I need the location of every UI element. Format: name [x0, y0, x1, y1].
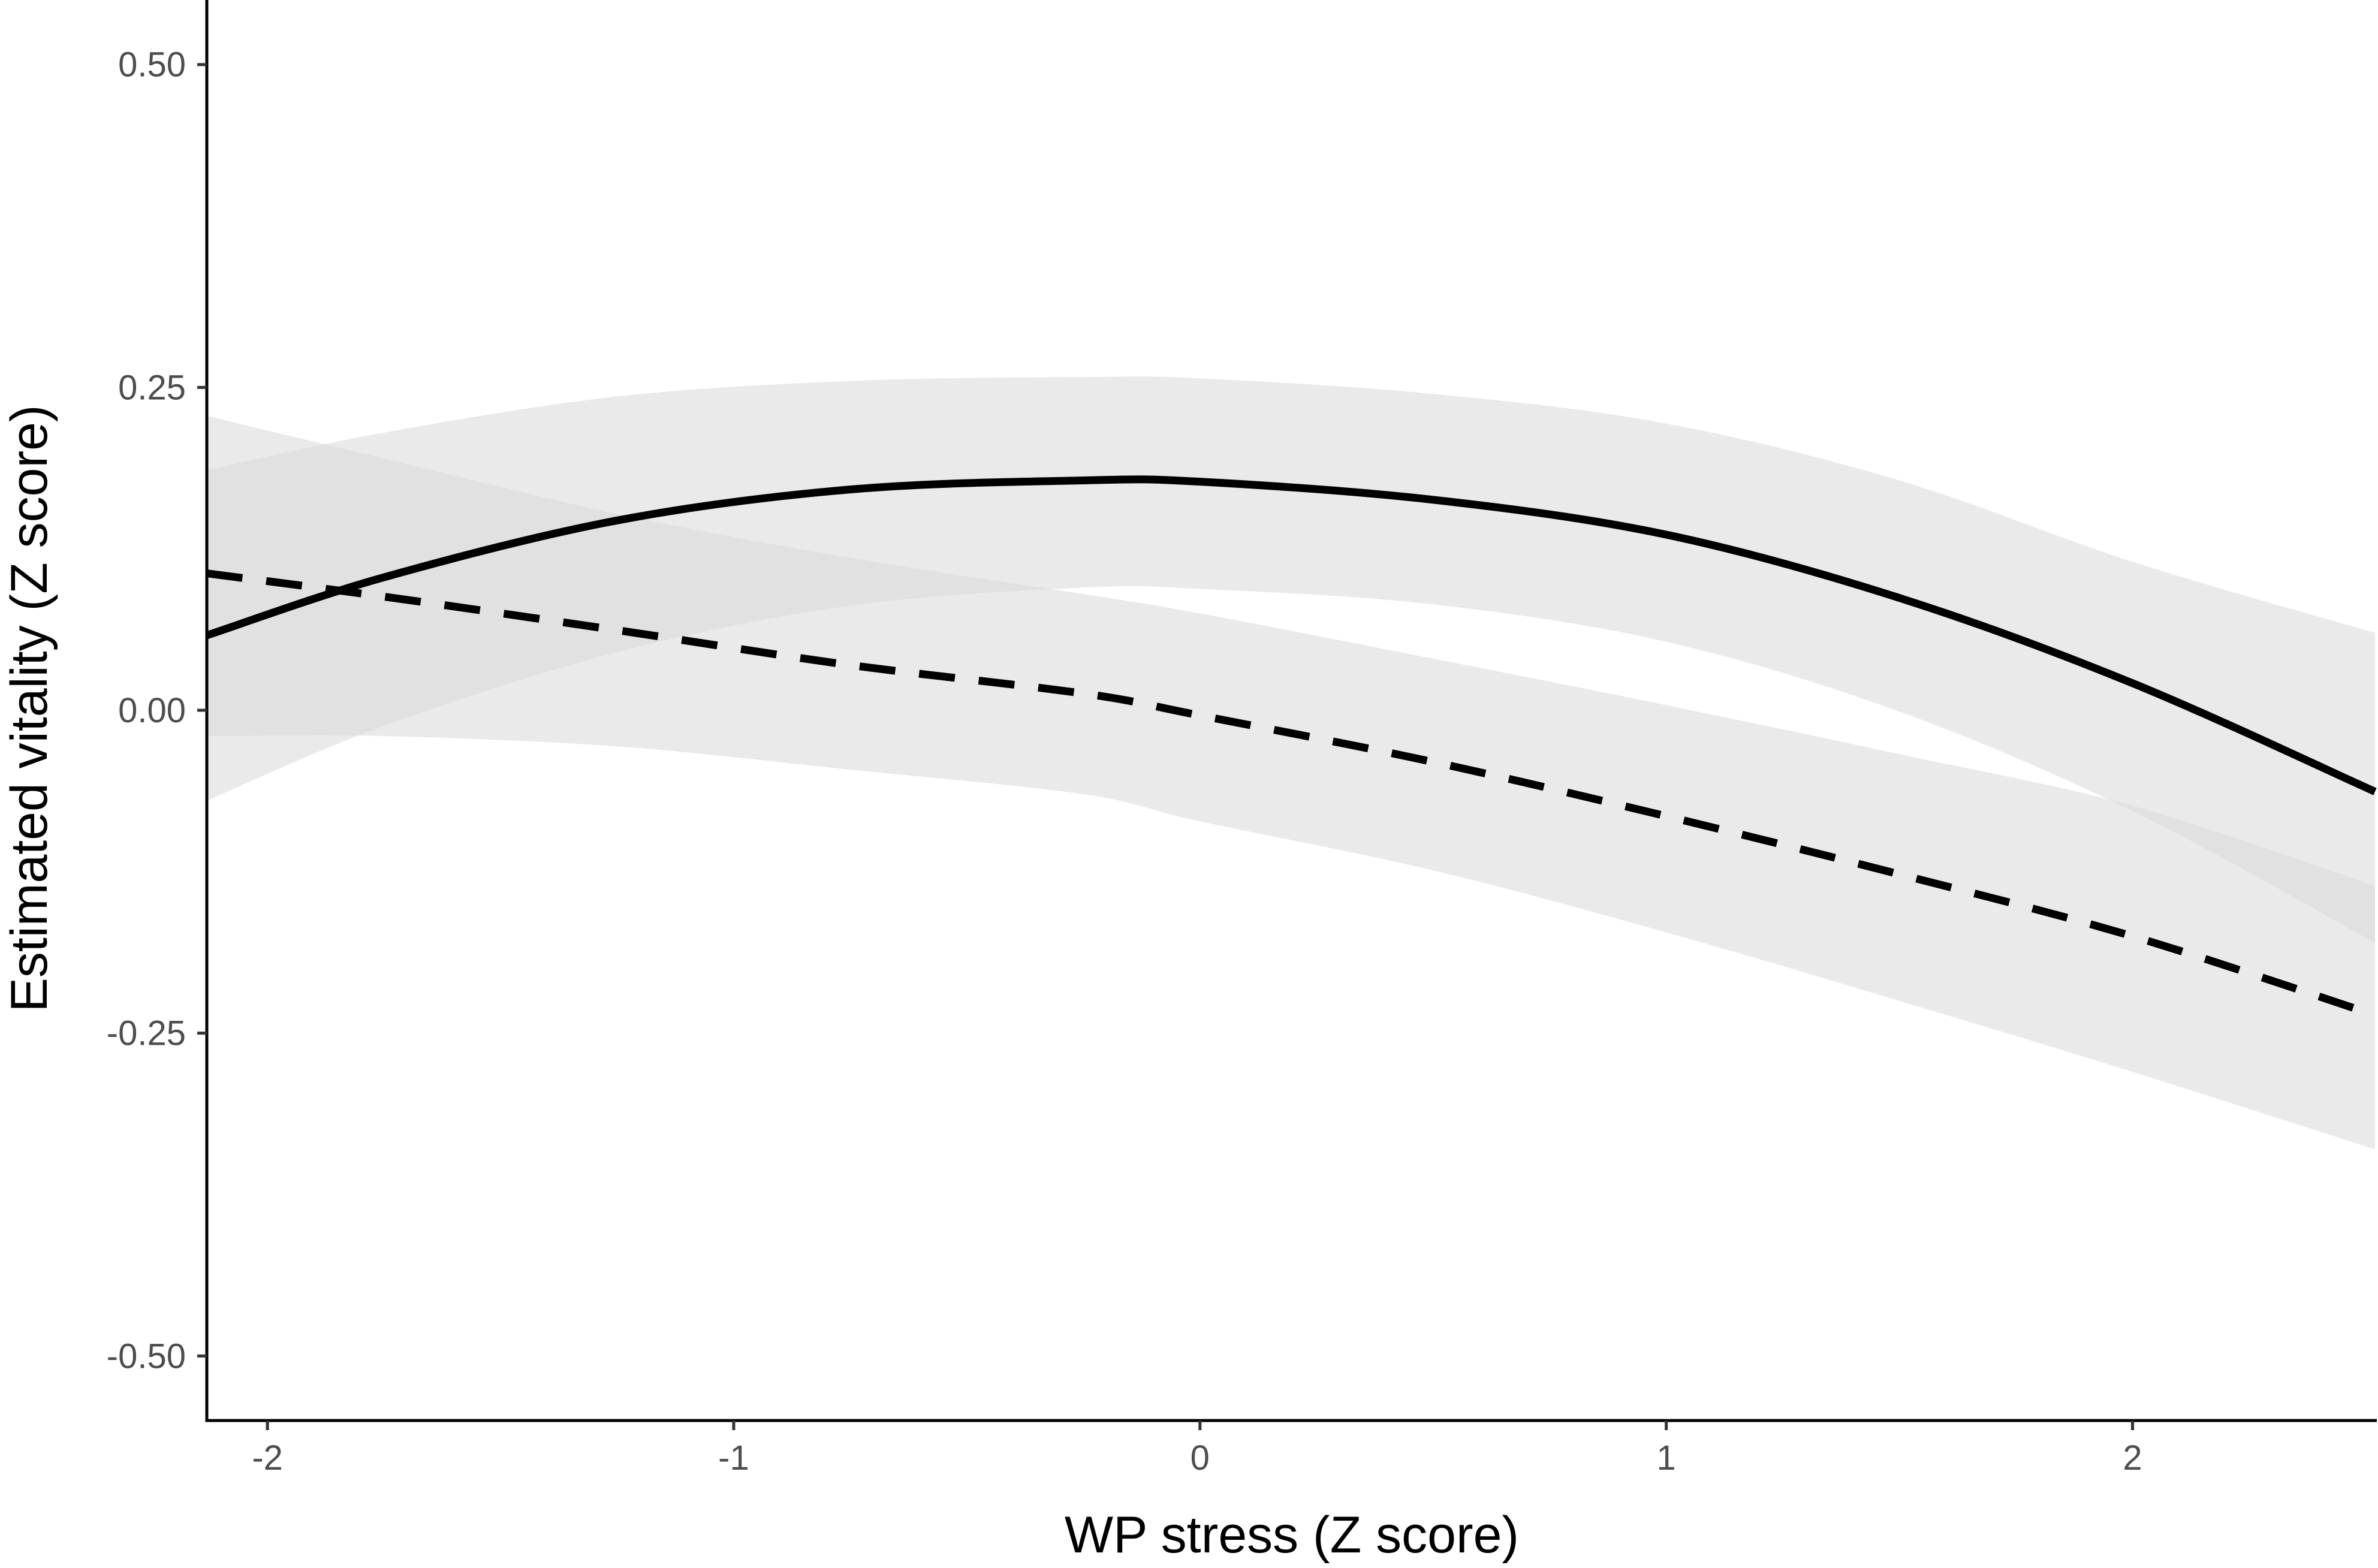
y-tick-label: 0.50 — [118, 46, 186, 85]
x-tick-label: 2 — [2123, 1439, 2142, 1477]
y-axis-title: Estimated vitality (Z score) — [1, 405, 58, 1012]
confidence-band-1 — [207, 376, 2375, 943]
y-tick-label: -0.25 — [107, 1014, 186, 1053]
series-line-solid — [207, 475, 2377, 795]
y-tick-label: -0.50 — [107, 1337, 186, 1376]
x-tick-label: 1 — [1657, 1439, 1676, 1477]
x-ticks: -2 -1 0 1 2 — [252, 1421, 2142, 1477]
series-lines — [207, 475, 2377, 1019]
confidence-bands — [207, 376, 2375, 1150]
series-line-dashed — [207, 569, 2377, 1019]
y-tick-label: 0.25 — [118, 368, 186, 407]
y-ticks: -0.50 -0.25 0.00 0.25 0.50 — [107, 46, 207, 1376]
x-axis-title: WP stress (Z score) — [1065, 1506, 1519, 1564]
confidence-band-2 — [207, 415, 2375, 1150]
x-tick-label: 0 — [1190, 1439, 1210, 1477]
x-tick-label: -2 — [252, 1439, 283, 1477]
y-tick-label: 0.00 — [118, 691, 186, 730]
x-tick-label: -1 — [718, 1439, 749, 1477]
